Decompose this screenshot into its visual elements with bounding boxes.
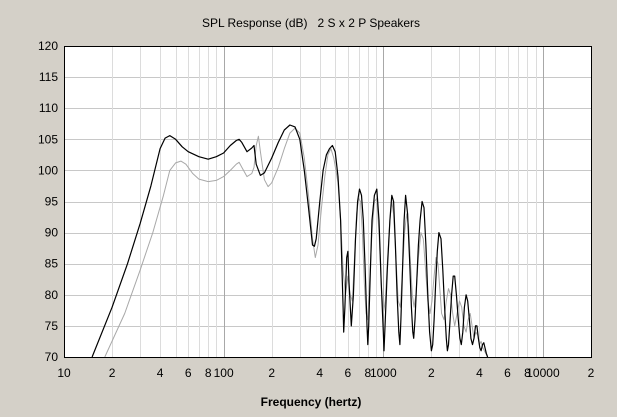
chart-title: SPL Response (dB) 2 S x 2 P Speakers [202,16,420,30]
x-tick-label: 2 [109,366,116,380]
y-tick-label: 90 [45,226,59,240]
x-tick-label: 2 [428,366,435,380]
x-tick-label: 6 [345,366,352,380]
y-tick-label: 85 [45,257,59,271]
x-tick-label: 100 [214,366,234,380]
x-tick-label: 4 [157,366,164,380]
y-tick-label: 95 [45,195,59,209]
y-tick-label: 80 [45,288,59,302]
y-tick-label: 70 [45,350,59,364]
x-tick-label: 8 [524,366,531,380]
x-tick-label: 8 [364,366,371,380]
x-tick-label: 4 [316,366,323,380]
y-axis-ticks: 70 75 80 85 90 95 100 105 110 115 120 [38,39,58,364]
x-tick-label: 2 [268,366,275,380]
x-tick-label: 2 [588,366,595,380]
plot-border [64,46,592,358]
x-tick-label: 8 [205,366,212,380]
y-tick-label: 115 [39,70,58,84]
plot-area [64,46,591,357]
y-tick-label: 120 [38,39,58,53]
x-axis-label: Frequency (hertz) [261,395,362,409]
y-tick-label: 105 [38,132,58,146]
x-tick-label: 10000 [526,366,560,380]
x-tick-label: 10 [57,366,71,380]
x-tick-label: 6 [185,366,192,380]
y-tick-label: 110 [39,101,58,115]
series-line [91,124,489,358]
series-layer [91,124,489,358]
x-tick-label: 1000 [370,366,397,380]
x-tick-label: 4 [476,366,483,380]
y-tick-label: 75 [45,319,59,333]
x-tick-label: 6 [504,366,511,380]
y-tick-label: 100 [38,163,58,177]
